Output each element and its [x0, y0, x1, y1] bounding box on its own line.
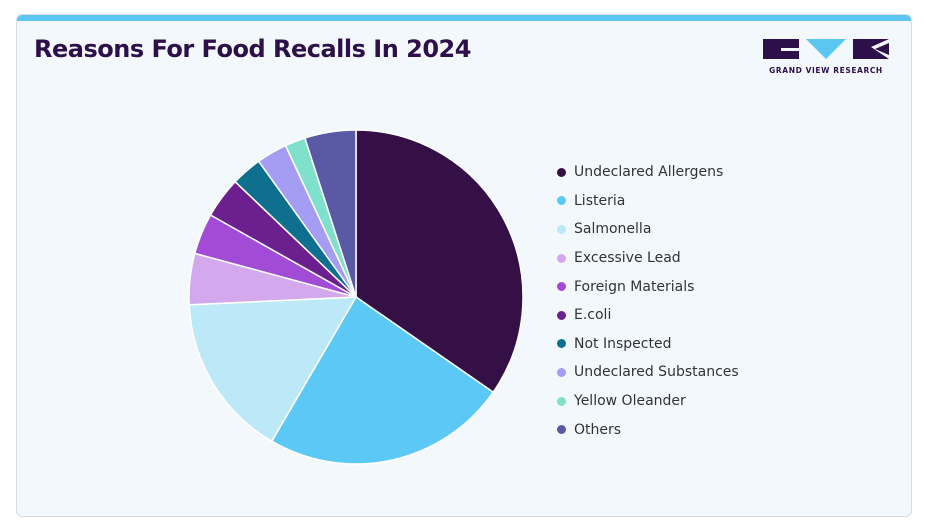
legend-item: E.coli — [557, 301, 739, 330]
legend-label: Undeclared Substances — [574, 364, 739, 381]
legend-label: Excessive Lead — [574, 250, 681, 267]
legend-label: Undeclared Allergens — [574, 164, 724, 181]
legend-swatch — [557, 282, 566, 292]
chart-card: Reasons For Food Recalls In 2024 GRAND V… — [16, 14, 912, 517]
legend-swatch — [557, 339, 566, 349]
legend-item: Excessive Lead — [557, 244, 739, 273]
legend-item: Not Inspected — [557, 330, 739, 359]
legend-item: Salmonella — [557, 215, 739, 244]
legend-label: Others — [574, 421, 622, 438]
legend-item: Foreign Materials — [557, 272, 739, 301]
legend-item: Listeria — [557, 187, 739, 216]
legend-swatch — [557, 425, 566, 435]
legend-label: Yellow Oleander — [574, 393, 686, 410]
grand-view-research-logo: GRAND VIEW RESEARCH — [763, 39, 889, 79]
pie-slice-others — [303, 129, 357, 298]
legend-swatch — [557, 167, 566, 177]
legend-label: Listeria — [574, 192, 626, 209]
logo-mark-icon — [763, 39, 889, 59]
legend-swatch — [557, 224, 566, 234]
legend-label: Foreign Materials — [574, 278, 695, 295]
pie-chart — [188, 129, 524, 465]
pie-slice-listeria — [270, 295, 495, 465]
legend-item: Others — [557, 415, 739, 444]
pie-slice-salmonella — [188, 296, 358, 443]
legend-swatch — [557, 310, 566, 320]
legend-label: Not Inspected — [574, 335, 672, 352]
legend-label: E.coli — [574, 307, 612, 324]
legend-item: Undeclared Substances — [557, 358, 739, 387]
accent-bar — [17, 15, 911, 21]
pie-slice-undeclared-allergens — [355, 129, 524, 394]
chart-legend: Undeclared Allergens Listeria Salmonella Ex… — [557, 158, 739, 444]
legend-swatch — [557, 253, 566, 263]
logo-text: GRAND VIEW RESEARCH — [769, 66, 883, 75]
chart-title: Reasons For Food Recalls In 2024 — [34, 35, 471, 63]
legend-item: Undeclared Allergens — [557, 158, 739, 187]
legend-swatch — [557, 196, 566, 206]
legend-item: Yellow Oleander — [557, 387, 739, 416]
legend-label: Salmonella — [574, 221, 652, 238]
legend-swatch — [557, 396, 566, 406]
legend-swatch — [557, 367, 566, 377]
